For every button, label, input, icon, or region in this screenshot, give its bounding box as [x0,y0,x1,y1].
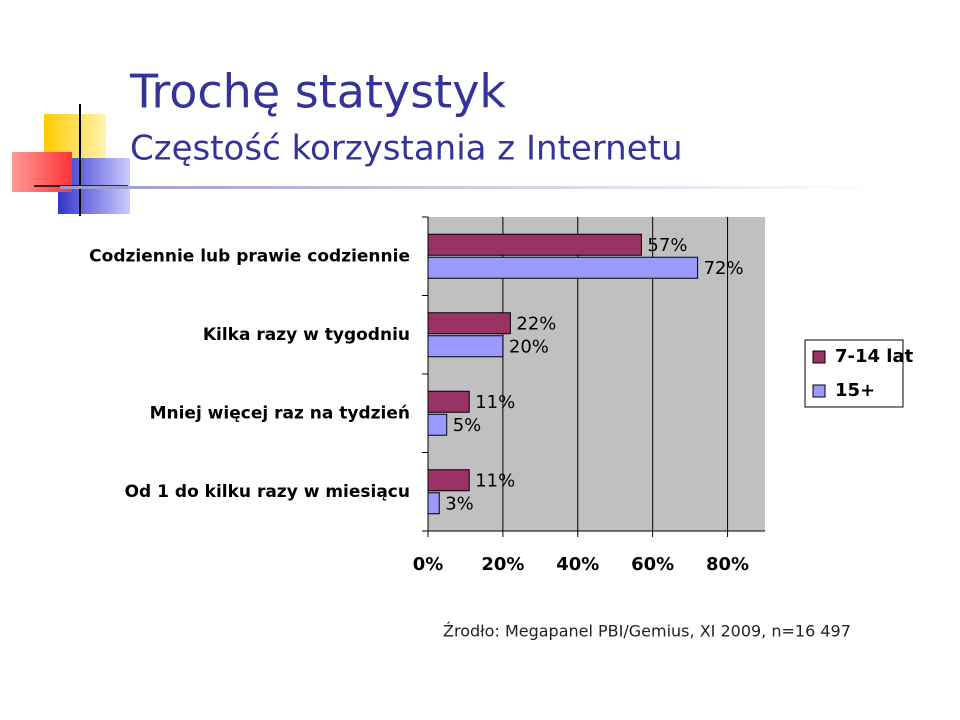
x-tick-label: 60% [631,554,674,575]
value-label: 5% [453,415,482,436]
value-label: 3% [445,493,474,514]
bar [427,256,699,279]
x-tick-label: 80% [706,554,749,575]
subtitle: Częstość korzystania z Internetu [130,129,683,169]
x-tick-label: 40% [556,554,599,575]
value-label: 20% [509,336,549,357]
bar [427,390,470,413]
legend-swatch [812,350,826,364]
category-label: Mniej więcej raz na tydzień [150,403,410,423]
value-label: 11% [475,392,515,413]
bar [427,469,470,492]
legend-swatch [812,384,826,398]
x-tick-label: 20% [481,554,524,575]
decoration [12,104,880,216]
legend-label: 7-14 lat [835,346,914,367]
bar [427,335,504,358]
bar [427,312,511,335]
bar [427,492,440,515]
value-label: 11% [475,470,515,491]
value-label: 72% [704,258,744,279]
title: Trochę statystyk [129,65,506,119]
value-label: 22% [516,313,556,334]
category-label: Od 1 do kilku razy w miesiącu [125,482,410,502]
category-label: Codziennie lub prawie codziennie [89,246,410,266]
source: Źrodło: Megapanel PBI/Gemius, XI 2009, n… [443,622,851,641]
value-label: 57% [647,235,687,256]
x-tick-label: 0% [413,554,444,575]
bar [427,413,448,436]
category-label: Kilka razy w tygodniu [203,325,410,345]
bar [427,233,642,256]
legend-label: 15+ [835,380,875,401]
